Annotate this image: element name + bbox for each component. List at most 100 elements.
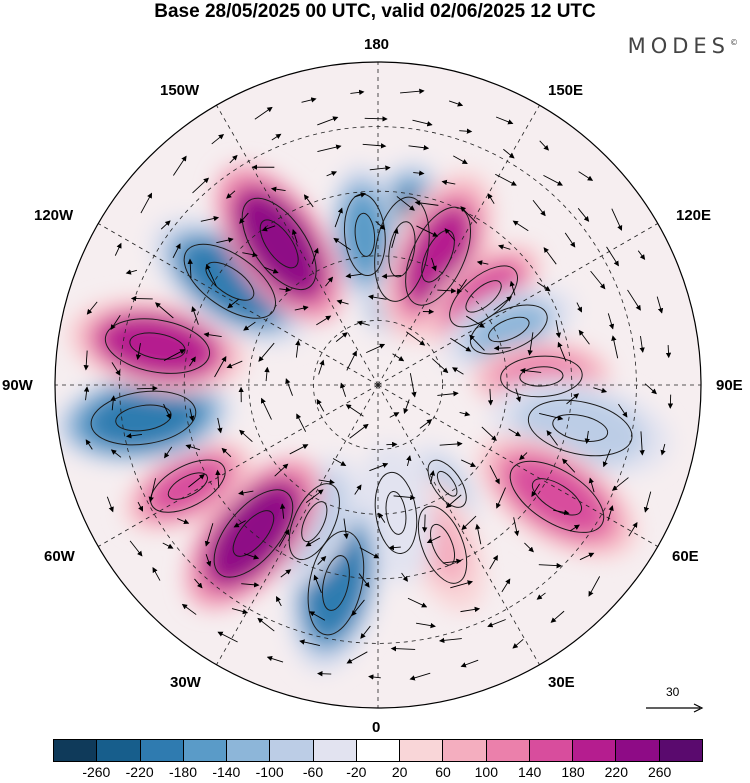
wind-arrow	[590, 270, 606, 290]
wind-arrow	[429, 470, 436, 484]
wind-arrow	[368, 294, 387, 300]
wind-arrow	[546, 430, 558, 446]
reference-vector-arrow	[646, 703, 704, 713]
wind-arrow	[229, 154, 238, 164]
contour-line	[488, 316, 530, 343]
wind-arrow	[294, 305, 309, 311]
logo-mark: ©	[730, 38, 738, 47]
wind-arrow	[607, 505, 614, 521]
wind-arrow	[381, 273, 402, 279]
wind-arrow	[350, 89, 365, 96]
wind-arrow	[406, 331, 426, 346]
wind-arrow	[536, 592, 546, 600]
wind-arrow	[227, 298, 239, 309]
wind-arrow	[656, 296, 664, 314]
wind-arrow	[181, 603, 197, 615]
wind-arrow	[393, 494, 416, 501]
wind-arrow	[340, 382, 347, 397]
wind-arrow	[487, 619, 506, 628]
wind-arrow	[189, 356, 196, 367]
wind-arrow	[602, 449, 611, 468]
contour-line	[500, 355, 583, 398]
wind-arrow	[211, 134, 225, 145]
wind-arrow	[326, 171, 338, 177]
wind-arrow	[527, 332, 534, 356]
meridian-line	[98, 223, 379, 386]
wind-arrow	[588, 576, 601, 597]
wind-arrow	[437, 288, 457, 294]
wind-arrow	[396, 196, 415, 211]
wind-arrow	[577, 208, 590, 222]
anomaly-blob	[103, 317, 212, 375]
wind-arrow	[362, 143, 387, 149]
map-border	[54, 61, 702, 709]
wind-arrow	[562, 458, 576, 473]
wind-arrow	[578, 171, 594, 181]
wind-arrow	[503, 148, 515, 159]
wind-arrow	[343, 518, 349, 540]
wind-arrow	[368, 674, 381, 680]
wind-arrow	[606, 246, 619, 267]
wind-arrow	[442, 558, 462, 565]
wind-arrow	[345, 273, 363, 279]
wind-arrow	[493, 345, 511, 351]
meridian-line	[98, 384, 379, 547]
meridian-line	[216, 384, 379, 665]
wind-arrow	[346, 651, 368, 664]
contour-line	[527, 399, 633, 457]
wind-arrow	[238, 490, 254, 496]
wind-arrow	[148, 478, 156, 503]
meridian-line	[377, 384, 540, 665]
colorbar-tick-label: 100	[474, 764, 499, 780]
wind-arrow	[391, 228, 399, 248]
contour-line	[436, 470, 458, 497]
wind-arrow	[437, 391, 459, 397]
wind-arrow	[487, 388, 494, 406]
wind-arrow	[346, 350, 357, 371]
wind-arrow	[110, 449, 122, 458]
wind-arrow	[579, 552, 595, 561]
anomaly-blob	[343, 192, 387, 277]
wind-arrow	[359, 547, 380, 559]
wind-arrow	[364, 116, 388, 122]
wind-arrow	[305, 537, 321, 547]
contour-line	[241, 197, 317, 291]
wind-arrow	[291, 229, 298, 243]
wind-arrow	[216, 237, 234, 244]
wind-arrow	[279, 286, 292, 293]
wind-arrow	[639, 431, 645, 456]
wind-arrow	[205, 554, 212, 567]
wind-arrow	[189, 408, 195, 422]
wind-arrow	[295, 339, 301, 358]
wind-arrow	[550, 610, 565, 623]
wind-arrow	[453, 155, 468, 165]
wind-arrow	[553, 509, 570, 516]
wind-arrow	[390, 645, 416, 652]
wind-arrow	[564, 232, 576, 248]
colorbar-swatch	[659, 740, 702, 761]
wind-arrow	[354, 484, 362, 495]
wind-arrow	[422, 514, 428, 533]
wind-arrow	[278, 529, 290, 547]
wind-arrow	[469, 334, 485, 351]
wind-arrow	[459, 411, 471, 417]
wind-arrow	[264, 266, 279, 274]
wind-arrow	[270, 186, 286, 192]
wind-arrow	[461, 459, 477, 467]
wind-arrow	[317, 116, 339, 126]
contour-line	[417, 505, 468, 584]
wind-arrow	[296, 413, 307, 432]
wind-arrow	[129, 540, 143, 557]
wind-arrow	[566, 393, 580, 405]
wind-arrow	[205, 263, 217, 287]
wind-arrow	[416, 225, 439, 237]
wind-arrow	[111, 362, 121, 376]
wind-arrow	[191, 306, 199, 325]
wind-arrow	[441, 179, 456, 186]
reference-vector-label: 30	[666, 685, 680, 699]
wind-arrow	[532, 199, 546, 217]
wind-arrow	[354, 192, 367, 198]
contour-line	[449, 265, 518, 328]
wind-arrow	[543, 247, 557, 265]
wind-arrow	[261, 225, 276, 232]
